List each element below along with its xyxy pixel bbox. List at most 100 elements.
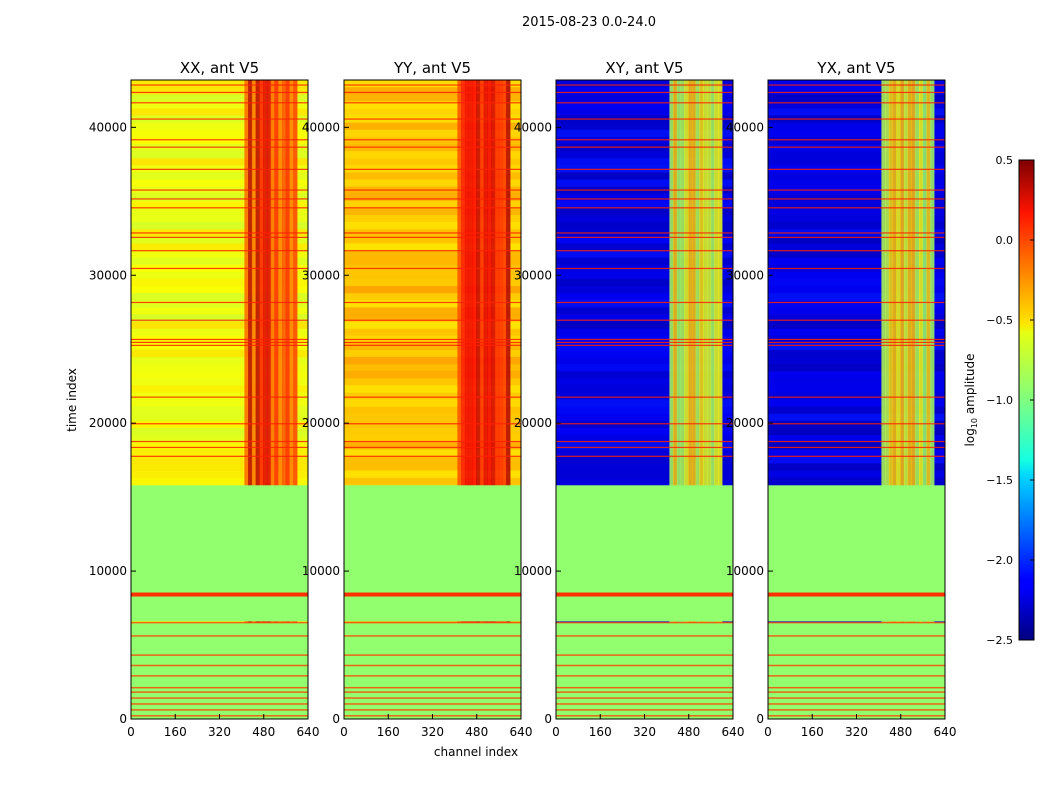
heatmap-row — [768, 151, 945, 159]
heatmap-row — [556, 257, 733, 266]
heatmap-row — [768, 449, 945, 457]
rfi-line — [131, 635, 308, 637]
heatmap-row — [344, 449, 521, 457]
rfi-line — [556, 319, 733, 321]
rfi-line — [768, 168, 945, 170]
heatmap-row — [344, 129, 521, 138]
lower-region — [768, 622, 945, 719]
heatmap-row — [131, 349, 308, 358]
band-column — [472, 80, 477, 719]
band-column — [695, 80, 700, 719]
heatmap-row — [344, 456, 521, 464]
heatmap-row — [768, 222, 945, 230]
rfi-line — [768, 455, 945, 457]
band-column — [918, 80, 924, 719]
rfi-line — [131, 168, 308, 170]
heatmap-row — [768, 300, 945, 308]
rfi-line — [768, 654, 945, 656]
rfi-line — [344, 91, 521, 94]
x-tick-label: 0 — [764, 725, 772, 739]
x-tick-label: 640 — [722, 725, 745, 739]
heatmap-row — [556, 463, 733, 471]
heatmap-row — [131, 200, 308, 209]
rfi-line — [131, 664, 308, 667]
heatmap-row — [344, 392, 521, 400]
panel-title: YY, ant V5 — [393, 59, 471, 77]
heatmap-row — [556, 300, 733, 308]
heatmap-row — [768, 80, 945, 88]
heatmap-row — [344, 94, 521, 102]
band-column — [903, 80, 909, 719]
heatmap-row — [556, 449, 733, 457]
heatmap-row — [556, 108, 733, 116]
rfi-line — [556, 423, 733, 425]
rfi-line — [556, 691, 733, 693]
heatmap-row — [131, 406, 308, 415]
band-column — [710, 80, 715, 719]
heatmap-row — [768, 271, 945, 280]
heatmap-row — [131, 108, 308, 116]
heatmap-row — [768, 108, 945, 116]
band-column — [900, 80, 905, 719]
band-column — [464, 80, 470, 719]
panel-title: XY, ant V5 — [605, 59, 683, 77]
rfi-line — [556, 198, 733, 200]
heatmap-row — [344, 122, 521, 131]
rfi-line — [768, 344, 945, 346]
band-column — [491, 80, 496, 719]
heatmap-row — [131, 122, 308, 131]
heatmap-row — [131, 435, 308, 443]
band-column — [699, 80, 704, 719]
heatmap-row — [556, 477, 733, 486]
rfi-line — [131, 267, 308, 270]
heatmap-row — [344, 80, 521, 88]
rfi-line — [768, 91, 945, 94]
y-axis-label: time index — [65, 368, 79, 432]
rfi-line — [556, 446, 733, 449]
colorbar-tick-label: 0.5 — [996, 154, 1014, 167]
heatmap-row — [344, 172, 521, 180]
heatmap-row — [131, 463, 308, 471]
heatmap-row — [344, 442, 521, 450]
band-column — [669, 80, 674, 719]
rfi-line — [556, 697, 733, 699]
rfi-line — [131, 338, 308, 341]
rfi-line — [556, 455, 733, 457]
rfi-line — [556, 232, 733, 234]
colorbar-tick-label: −1.0 — [986, 394, 1013, 407]
heatmap-row — [768, 200, 945, 209]
heatmap-row — [131, 207, 308, 216]
heatmap-row — [131, 250, 308, 258]
band-column — [248, 80, 253, 719]
heatmap-row — [556, 307, 733, 315]
y-tick-label: 10000 — [726, 564, 764, 578]
band-column — [718, 80, 723, 719]
rfi-line — [344, 267, 521, 270]
heatmap-row — [344, 477, 521, 486]
rfi-line — [344, 440, 521, 443]
x-tick-label: 160 — [377, 725, 400, 739]
heatmap-row — [768, 158, 945, 166]
band-column — [266, 80, 272, 719]
y-tick-label: 40000 — [514, 120, 552, 134]
heatmap-row — [344, 300, 521, 308]
heatmap-row — [344, 257, 521, 266]
heatmap-row — [131, 456, 308, 464]
rfi-line — [768, 635, 945, 637]
heatmap-row — [556, 470, 733, 479]
heatmap-row — [556, 271, 733, 280]
heatmap-row — [131, 427, 308, 436]
band-column — [278, 80, 283, 719]
rfi-line — [344, 686, 521, 689]
heatmap-row — [556, 314, 733, 322]
heatmap-row — [556, 158, 733, 166]
rfi-line — [131, 446, 308, 449]
heatmap-row — [556, 94, 733, 102]
band-column — [922, 80, 927, 719]
band-column — [281, 80, 287, 719]
y-tick-label: 20000 — [302, 416, 340, 430]
heatmap-row — [556, 87, 733, 95]
band-column — [476, 80, 481, 719]
heatmap-row — [344, 271, 521, 280]
x-tick-label: 320 — [633, 725, 656, 739]
